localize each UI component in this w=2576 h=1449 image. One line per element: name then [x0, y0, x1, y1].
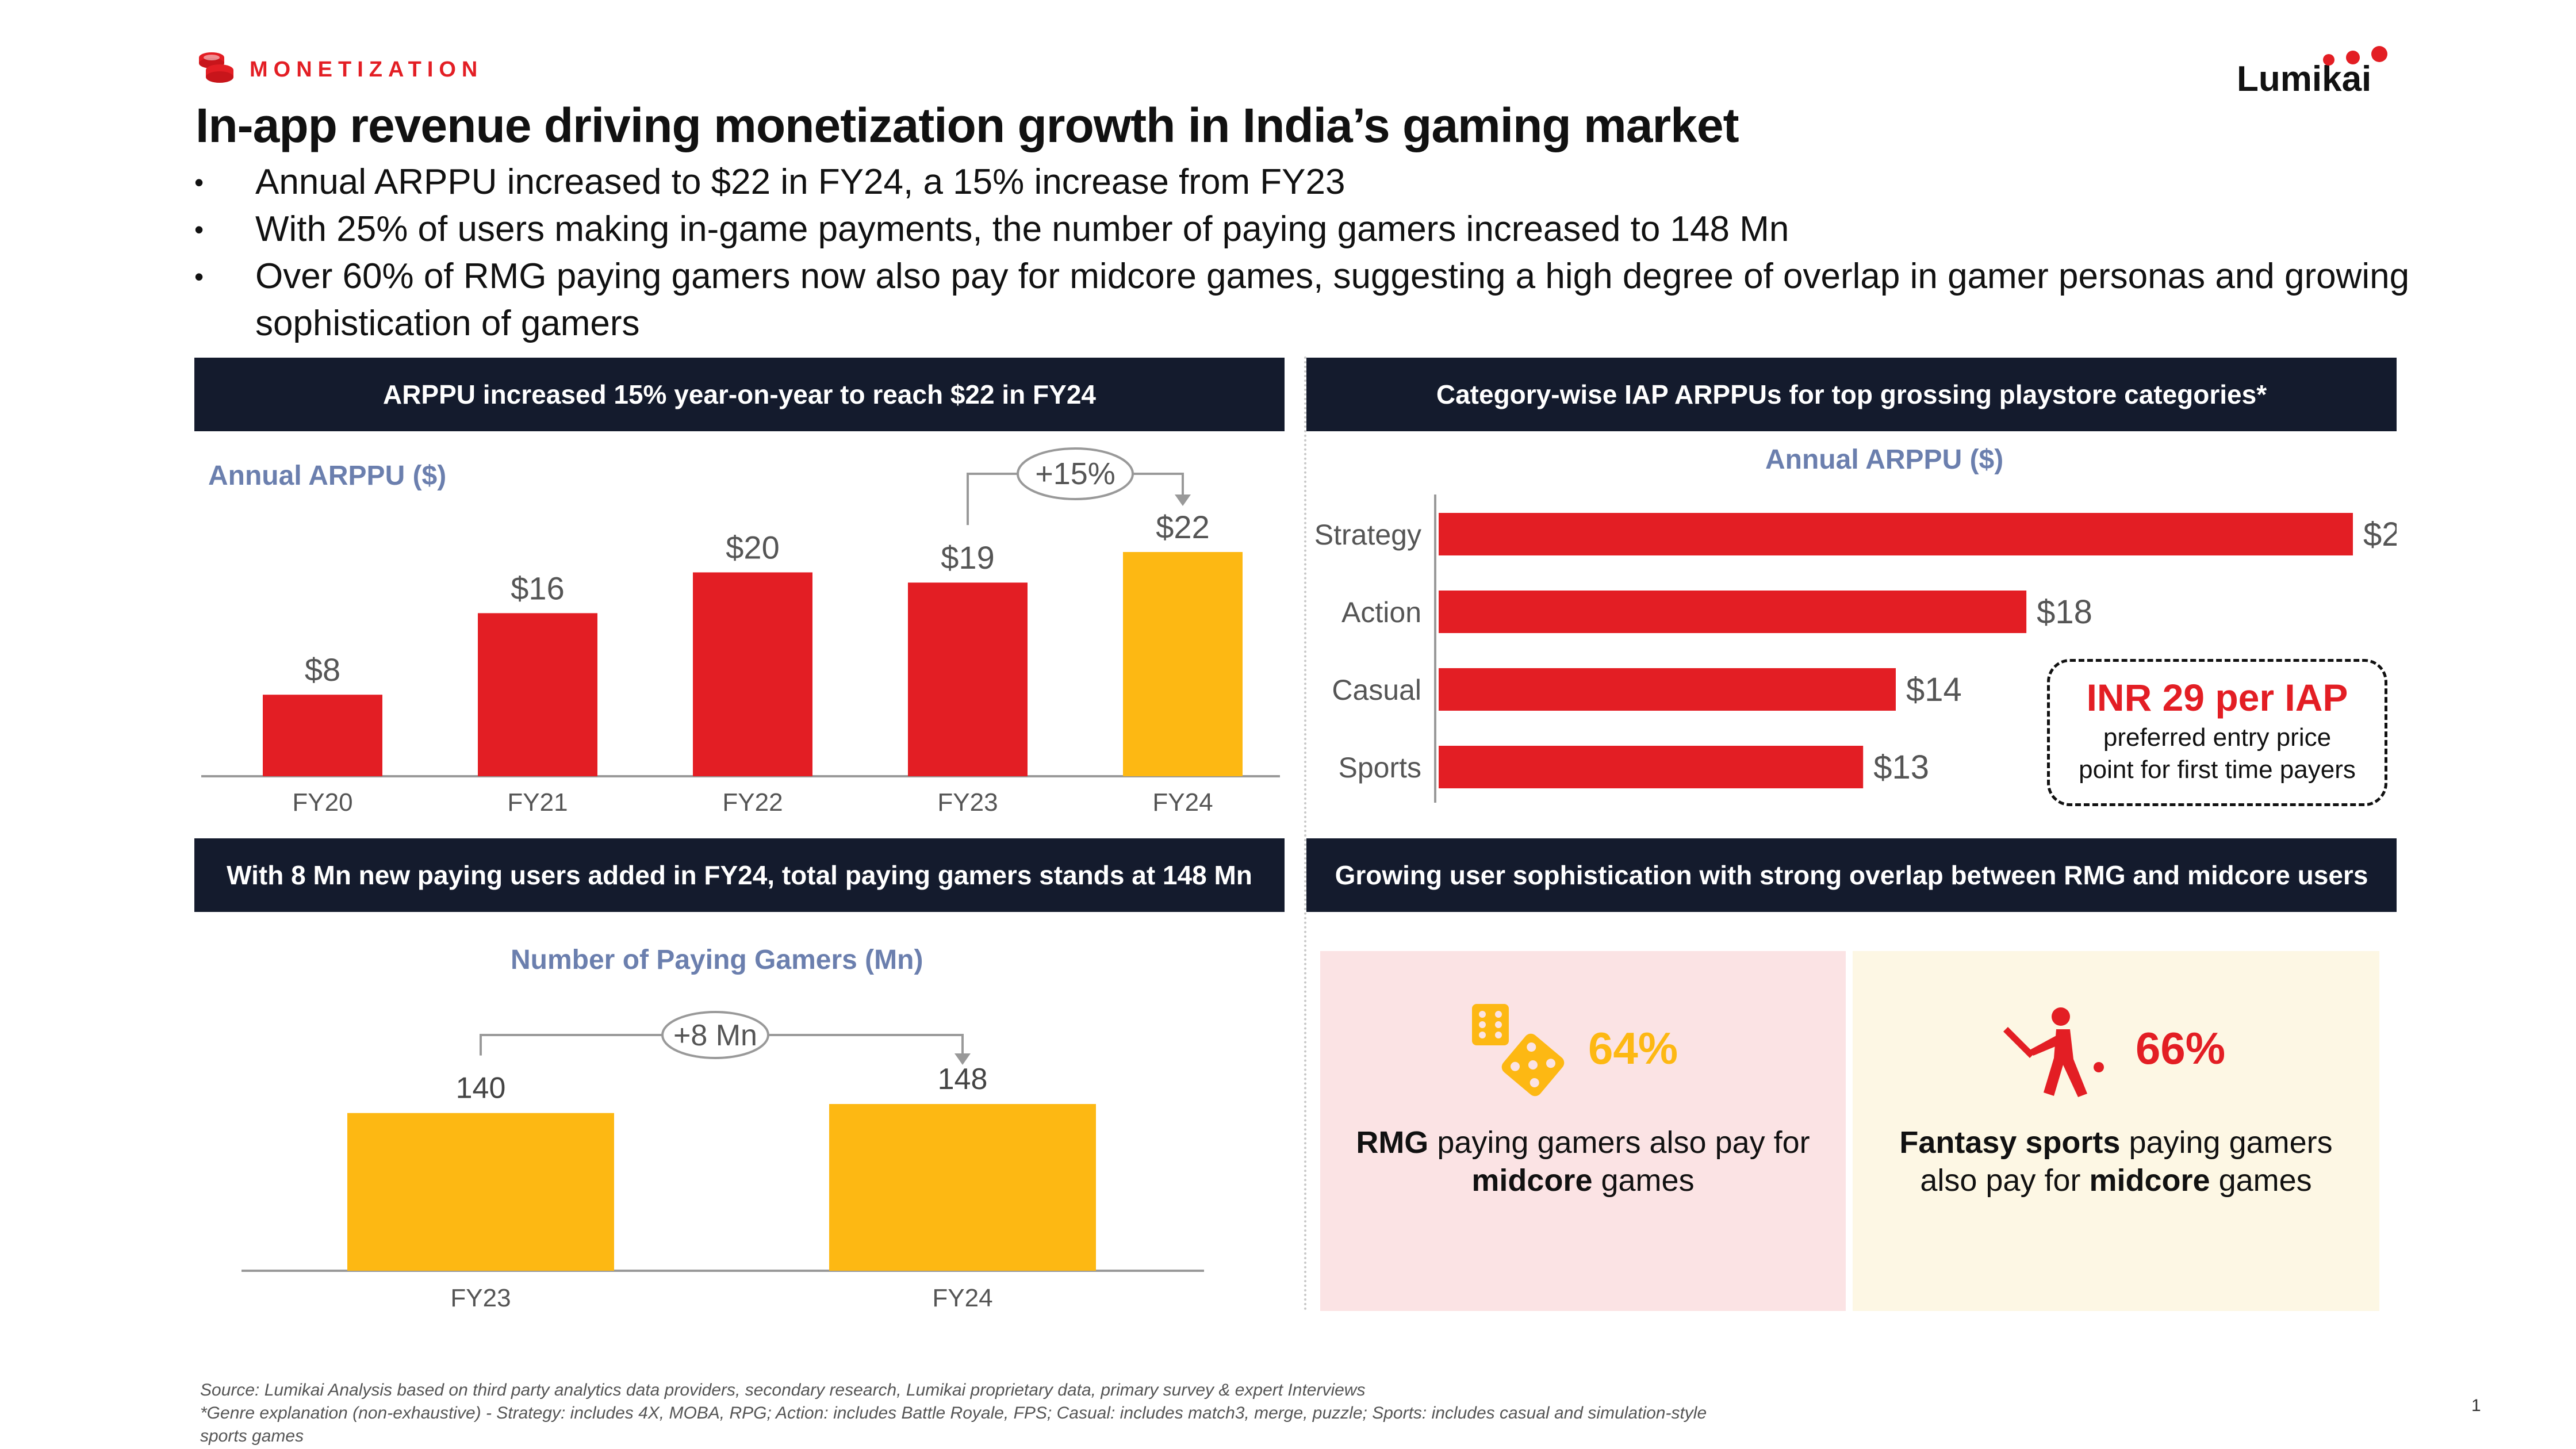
bar-fy24	[829, 1104, 1096, 1271]
paying-gamers-chart: 140 FY23 148 FY24 +8 Mn	[241, 1011, 1204, 1311]
y-tick-label: Strategy	[1314, 519, 1421, 551]
x-tick-label: FY24	[1152, 788, 1213, 816]
bar-value-label: $14	[1906, 671, 1962, 708]
page-title: In-app revenue driving monetization grow…	[195, 98, 1739, 152]
growth-annotation: +8 Mn	[673, 1019, 757, 1052]
bar-value-label: 148	[938, 1063, 988, 1096]
brand-logo: Lumikai	[2237, 59, 2372, 99]
paying-panel-header: With 8 Mn new paying users added in FY24…	[194, 838, 1285, 912]
y-tick-label: Sports	[1338, 752, 1421, 784]
bar-value-label: $8	[305, 651, 340, 688]
bullet-list: • Annual ARPPU increased to $22 in FY24, …	[194, 159, 2437, 347]
bar-value-label: $13	[1873, 749, 1929, 786]
growth-arrowhead	[954, 1053, 971, 1065]
coins-icon	[199, 52, 233, 83]
section-label: MONETIZATION	[250, 57, 484, 82]
bar-fy20	[263, 695, 382, 776]
vertical-divider	[1304, 356, 1306, 1311]
overlap-panel-header: Growing user sophistication with strong …	[1306, 838, 2397, 912]
callout-box: INR 29 per IAP preferred entry price poi…	[2047, 659, 2387, 806]
y-tick-label: Casual	[1332, 674, 1421, 706]
bar-fy23	[347, 1113, 614, 1271]
fantasy-overlap-text: Fantasy sports paying gamers also pay fo…	[1899, 1125, 2333, 1198]
category-bar-chart: Strategy $28 Action $18 Casual $14 Sports $13	[1314, 494, 2397, 803]
footnote-source: Source: Lumikai Analysis based on third …	[200, 1381, 1366, 1400]
growth-badge	[1017, 447, 1134, 500]
growth-annotation: +15%	[1035, 457, 1116, 491]
bullet-item: • Over 60% of RMG paying gamers now also …	[194, 256, 2410, 343]
rmg-overlap-text: RMG paying gamers also pay for midcore g…	[1356, 1125, 1810, 1198]
y-tick-label: Action	[1341, 596, 1421, 628]
bar-value-label: $22	[1156, 509, 1209, 545]
bullet-item: • With 25% of users making in-game paymen…	[194, 209, 1789, 249]
category-panel-header: Category-wise IAP ARPPUs for top grossin…	[1306, 358, 2397, 431]
x-tick-label: FY23	[450, 1284, 511, 1311]
arppu-bar-chart: $8 FY20 $16 FY21 $20 FY22 $19 FY23 $22 FY24 +15%	[201, 447, 1280, 816]
page-number: 1	[2471, 1396, 2481, 1415]
rmg-overlap-percent: 64%	[1588, 1023, 1678, 1074]
growth-badge	[661, 1011, 769, 1059]
logo-dots-icon	[2323, 46, 2387, 66]
arppu-panel-header: ARPPU increased 15% year-on-year to reac…	[194, 358, 1285, 431]
fantasy-overlap-percent: 66%	[2136, 1023, 2226, 1074]
bar-fy22	[693, 572, 812, 776]
fantasy-overlap-card: 66% Fantasy sports paying gamers also pa…	[1853, 951, 2379, 1311]
cricket-player-icon	[2003, 1007, 2104, 1097]
bar-casual	[1439, 668, 1896, 711]
bullet-item: • Annual ARPPU increased to $22 in FY24, …	[194, 162, 1346, 202]
bar-fy23	[908, 582, 1028, 776]
bar-value-label: $28	[2363, 516, 2397, 553]
footnote-genre: *Genre explanation (non-exhaustive) - St…	[200, 1404, 1707, 1446]
x-tick-label: FY23	[937, 788, 998, 816]
bar-sports	[1439, 746, 1864, 788]
callout-title: INR 29 per IAP	[2086, 676, 2348, 719]
callout-line-2: point for first time payers	[2079, 756, 2356, 784]
bar-value-label: 140	[456, 1072, 506, 1105]
bar-value-label: $19	[941, 539, 994, 576]
bar-fy24	[1123, 552, 1243, 776]
bar-fy21	[478, 613, 597, 776]
growth-arrowhead	[1175, 494, 1191, 506]
rmg-overlap-card: 64% RMG paying gamers also pay for midco…	[1320, 951, 1846, 1311]
bar-strategy	[1439, 513, 2353, 555]
callout-line-1: preferred entry price	[2103, 723, 2332, 752]
dice-icon	[1472, 1004, 1565, 1097]
x-tick-label: FY21	[507, 788, 568, 816]
footnote: Source: Lumikai Analysis based on third …	[200, 1379, 1753, 1448]
x-tick-label: FY22	[722, 788, 783, 816]
x-tick-label: FY20	[292, 788, 352, 816]
arppu-chart-title: Annual ARPPU ($)	[208, 461, 447, 491]
x-tick-label: FY24	[932, 1284, 992, 1311]
bar-value-label: $20	[726, 529, 779, 565]
bar-value-label: $18	[2037, 593, 2092, 631]
category-chart-title: Annual ARPPU ($)	[1765, 444, 2004, 475]
bar-value-label: $16	[511, 570, 564, 606]
bar-action	[1439, 591, 2027, 633]
paying-chart-title: Number of Paying Gamers (Mn)	[511, 945, 923, 975]
